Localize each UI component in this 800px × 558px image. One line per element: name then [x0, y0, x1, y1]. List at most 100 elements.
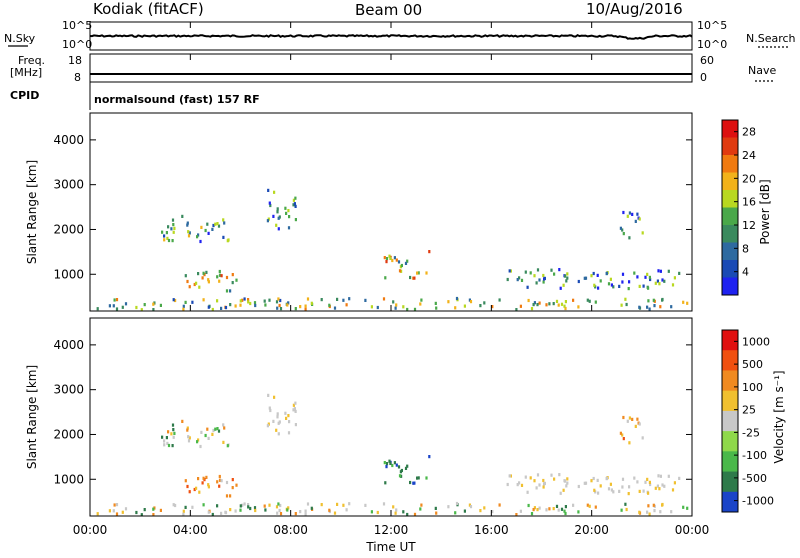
echo-cell: [163, 238, 166, 242]
echo-cell: [584, 481, 588, 485]
echo-cell: [171, 444, 174, 448]
colorbar-segment: [722, 120, 738, 138]
echo-cell: [508, 269, 511, 273]
echo-cell: [364, 503, 367, 507]
colorbar-tick-label: 8: [742, 242, 749, 255]
colorbar-segment: [722, 330, 738, 351]
colorbar-segment: [722, 410, 738, 432]
echo-cell: [152, 507, 155, 511]
time-x-ticks: 00:00 04:00 08:00 12:00 16:00 20:00 00:00: [73, 22, 709, 537]
echo-cell: [275, 300, 279, 304]
nsky-label: N.Sky: [4, 32, 36, 45]
echo-cell: [284, 206, 287, 210]
echo-cell: [376, 305, 379, 310]
echo-cell: [419, 507, 422, 511]
echo-cell: [310, 506, 313, 510]
echo-cell: [294, 512, 297, 516]
echo-cell: [229, 289, 232, 293]
colorbar-segment: [722, 277, 738, 296]
echo-cell: [435, 511, 438, 515]
echo-cell: [628, 441, 631, 445]
echo-cell: [278, 303, 281, 308]
echo-cell: [188, 490, 191, 494]
echo-cell: [222, 218, 225, 222]
echo-cell: [108, 304, 111, 308]
echo-cell: [294, 423, 297, 427]
echo-cell: [239, 299, 242, 303]
echo-cell: [187, 234, 191, 238]
echo-cell: [644, 480, 647, 484]
echo-cell: [621, 477, 625, 481]
echo-cell: [286, 508, 289, 512]
echo-cell: [647, 491, 650, 495]
echo-cell: [225, 275, 229, 280]
echo-cell: [306, 502, 310, 506]
echo-cell: [659, 269, 662, 273]
echo-cell: [273, 395, 276, 399]
echo-cell: [328, 303, 331, 307]
echo-cell: [216, 504, 219, 508]
x-tick-label: 16:00: [474, 523, 509, 537]
echo-cell: [599, 279, 602, 283]
noise-tick-right-top: 10^5: [697, 19, 727, 32]
echo-cell: [673, 276, 676, 280]
echo-cell: [348, 502, 351, 506]
echo-cell: [577, 305, 580, 309]
echo-cell: [254, 303, 257, 308]
freq-tick-right-bottom: 0: [700, 71, 707, 84]
echo-cell: [348, 297, 351, 301]
echo-cell: [172, 298, 175, 302]
echo-cell: [159, 303, 162, 307]
echo-cell: [124, 302, 128, 306]
echo-cell: [536, 303, 539, 307]
echo-cell: [518, 276, 521, 280]
echo-cell: [206, 427, 209, 431]
echo-cell: [682, 300, 685, 304]
echo-cell: [586, 503, 589, 507]
echo-cell: [385, 257, 389, 261]
echo-cell: [234, 304, 237, 308]
echo-cell: [498, 503, 501, 507]
echo-cell: [269, 408, 272, 413]
echo-cell: [167, 238, 171, 243]
echo-cell: [646, 510, 649, 514]
echo-cell: [184, 479, 187, 483]
velocity-y-ticks: 1000 2000 3000 4000: [53, 338, 692, 486]
echo-cell: [633, 271, 636, 275]
echo-cell: [577, 510, 580, 514]
echo-cell: [622, 437, 625, 441]
echo-cell: [425, 476, 428, 480]
echo-cell: [143, 508, 146, 512]
echo-cell: [416, 271, 419, 275]
echo-cell: [506, 277, 509, 282]
echo-cell: [218, 474, 221, 479]
echo-cell: [279, 512, 283, 516]
echo-cell: [550, 473, 553, 477]
echo-cell: [621, 228, 624, 232]
echo-cell: [214, 222, 217, 226]
echo-cell: [216, 299, 219, 303]
colorbar-tick-label: -500: [742, 472, 767, 485]
echo-cell: [184, 505, 187, 509]
echo-cell: [187, 435, 190, 439]
echo-cell: [564, 505, 567, 509]
echo-cell: [661, 483, 664, 487]
echo-cell: [404, 466, 408, 470]
echo-cell: [653, 509, 656, 513]
echo-cell: [564, 479, 567, 483]
echo-cell: [479, 509, 482, 513]
echo-cell: [652, 298, 655, 302]
echo-cell: [225, 480, 229, 485]
echo-cell: [310, 301, 313, 305]
echo-cell: [182, 509, 185, 513]
echo-cell: [648, 512, 651, 516]
echo-cell: [515, 513, 518, 517]
echo-cell: [391, 463, 394, 468]
echo-cell: [181, 419, 184, 423]
echo-cell: [557, 508, 560, 512]
echo-cell: [628, 416, 631, 420]
y-tick-label: 1000: [53, 267, 84, 281]
echo-cell: [628, 236, 631, 240]
echo-cell: [333, 306, 337, 310]
